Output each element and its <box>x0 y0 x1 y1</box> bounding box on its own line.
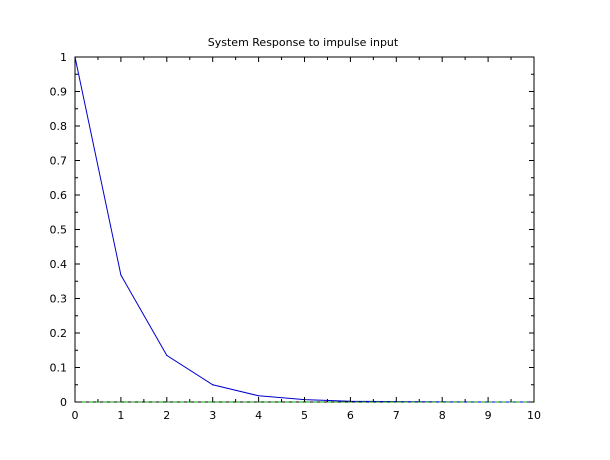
y-tick-label: 0.9 <box>50 86 68 99</box>
y-tick-label: 1 <box>60 51 67 64</box>
x-tick-label: 2 <box>163 409 170 422</box>
plot-frame <box>74 56 535 403</box>
x-tick-label: 3 <box>209 409 216 422</box>
y-tick-label: 0.8 <box>50 120 68 133</box>
x-tick-label: 5 <box>301 409 308 422</box>
y-tick-label: 0.6 <box>50 189 68 202</box>
x-tick-label: 9 <box>485 409 492 422</box>
y-tick-label: 0.2 <box>50 327 68 340</box>
x-tick-label: 7 <box>393 409 400 422</box>
series-1-point <box>258 395 260 397</box>
x-tick-label: 0 <box>72 409 79 422</box>
x-tick-label: 6 <box>347 409 354 422</box>
plot-area <box>74 56 535 403</box>
y-tick-label: 0.3 <box>50 293 68 306</box>
y-tick-label: 0.5 <box>50 224 68 237</box>
x-tick-label: 8 <box>439 409 446 422</box>
y-tick-label: 0 <box>60 396 67 409</box>
y-tick-label: 0.1 <box>50 362 68 375</box>
x-tick-label: 4 <box>255 409 262 422</box>
x-tick-label: 1 <box>117 409 124 422</box>
series-1-point <box>120 274 122 276</box>
series-1-point <box>166 354 168 357</box>
chart-title: System Response to impulse input <box>208 36 399 49</box>
series-1-point <box>212 384 214 386</box>
y-tick-label: 0.4 <box>50 258 68 271</box>
y-tick-label: 0.7 <box>50 155 68 168</box>
x-tick-label: 10 <box>527 409 541 422</box>
series-line-1 <box>74 56 535 403</box>
axis-ticks: 0 1 2 3 4 5 6 7 8 9 10 0 0.1 0.2 0.3 0.4 0.5 0.6 0.7 0.8 0.9… <box>50 51 542 422</box>
